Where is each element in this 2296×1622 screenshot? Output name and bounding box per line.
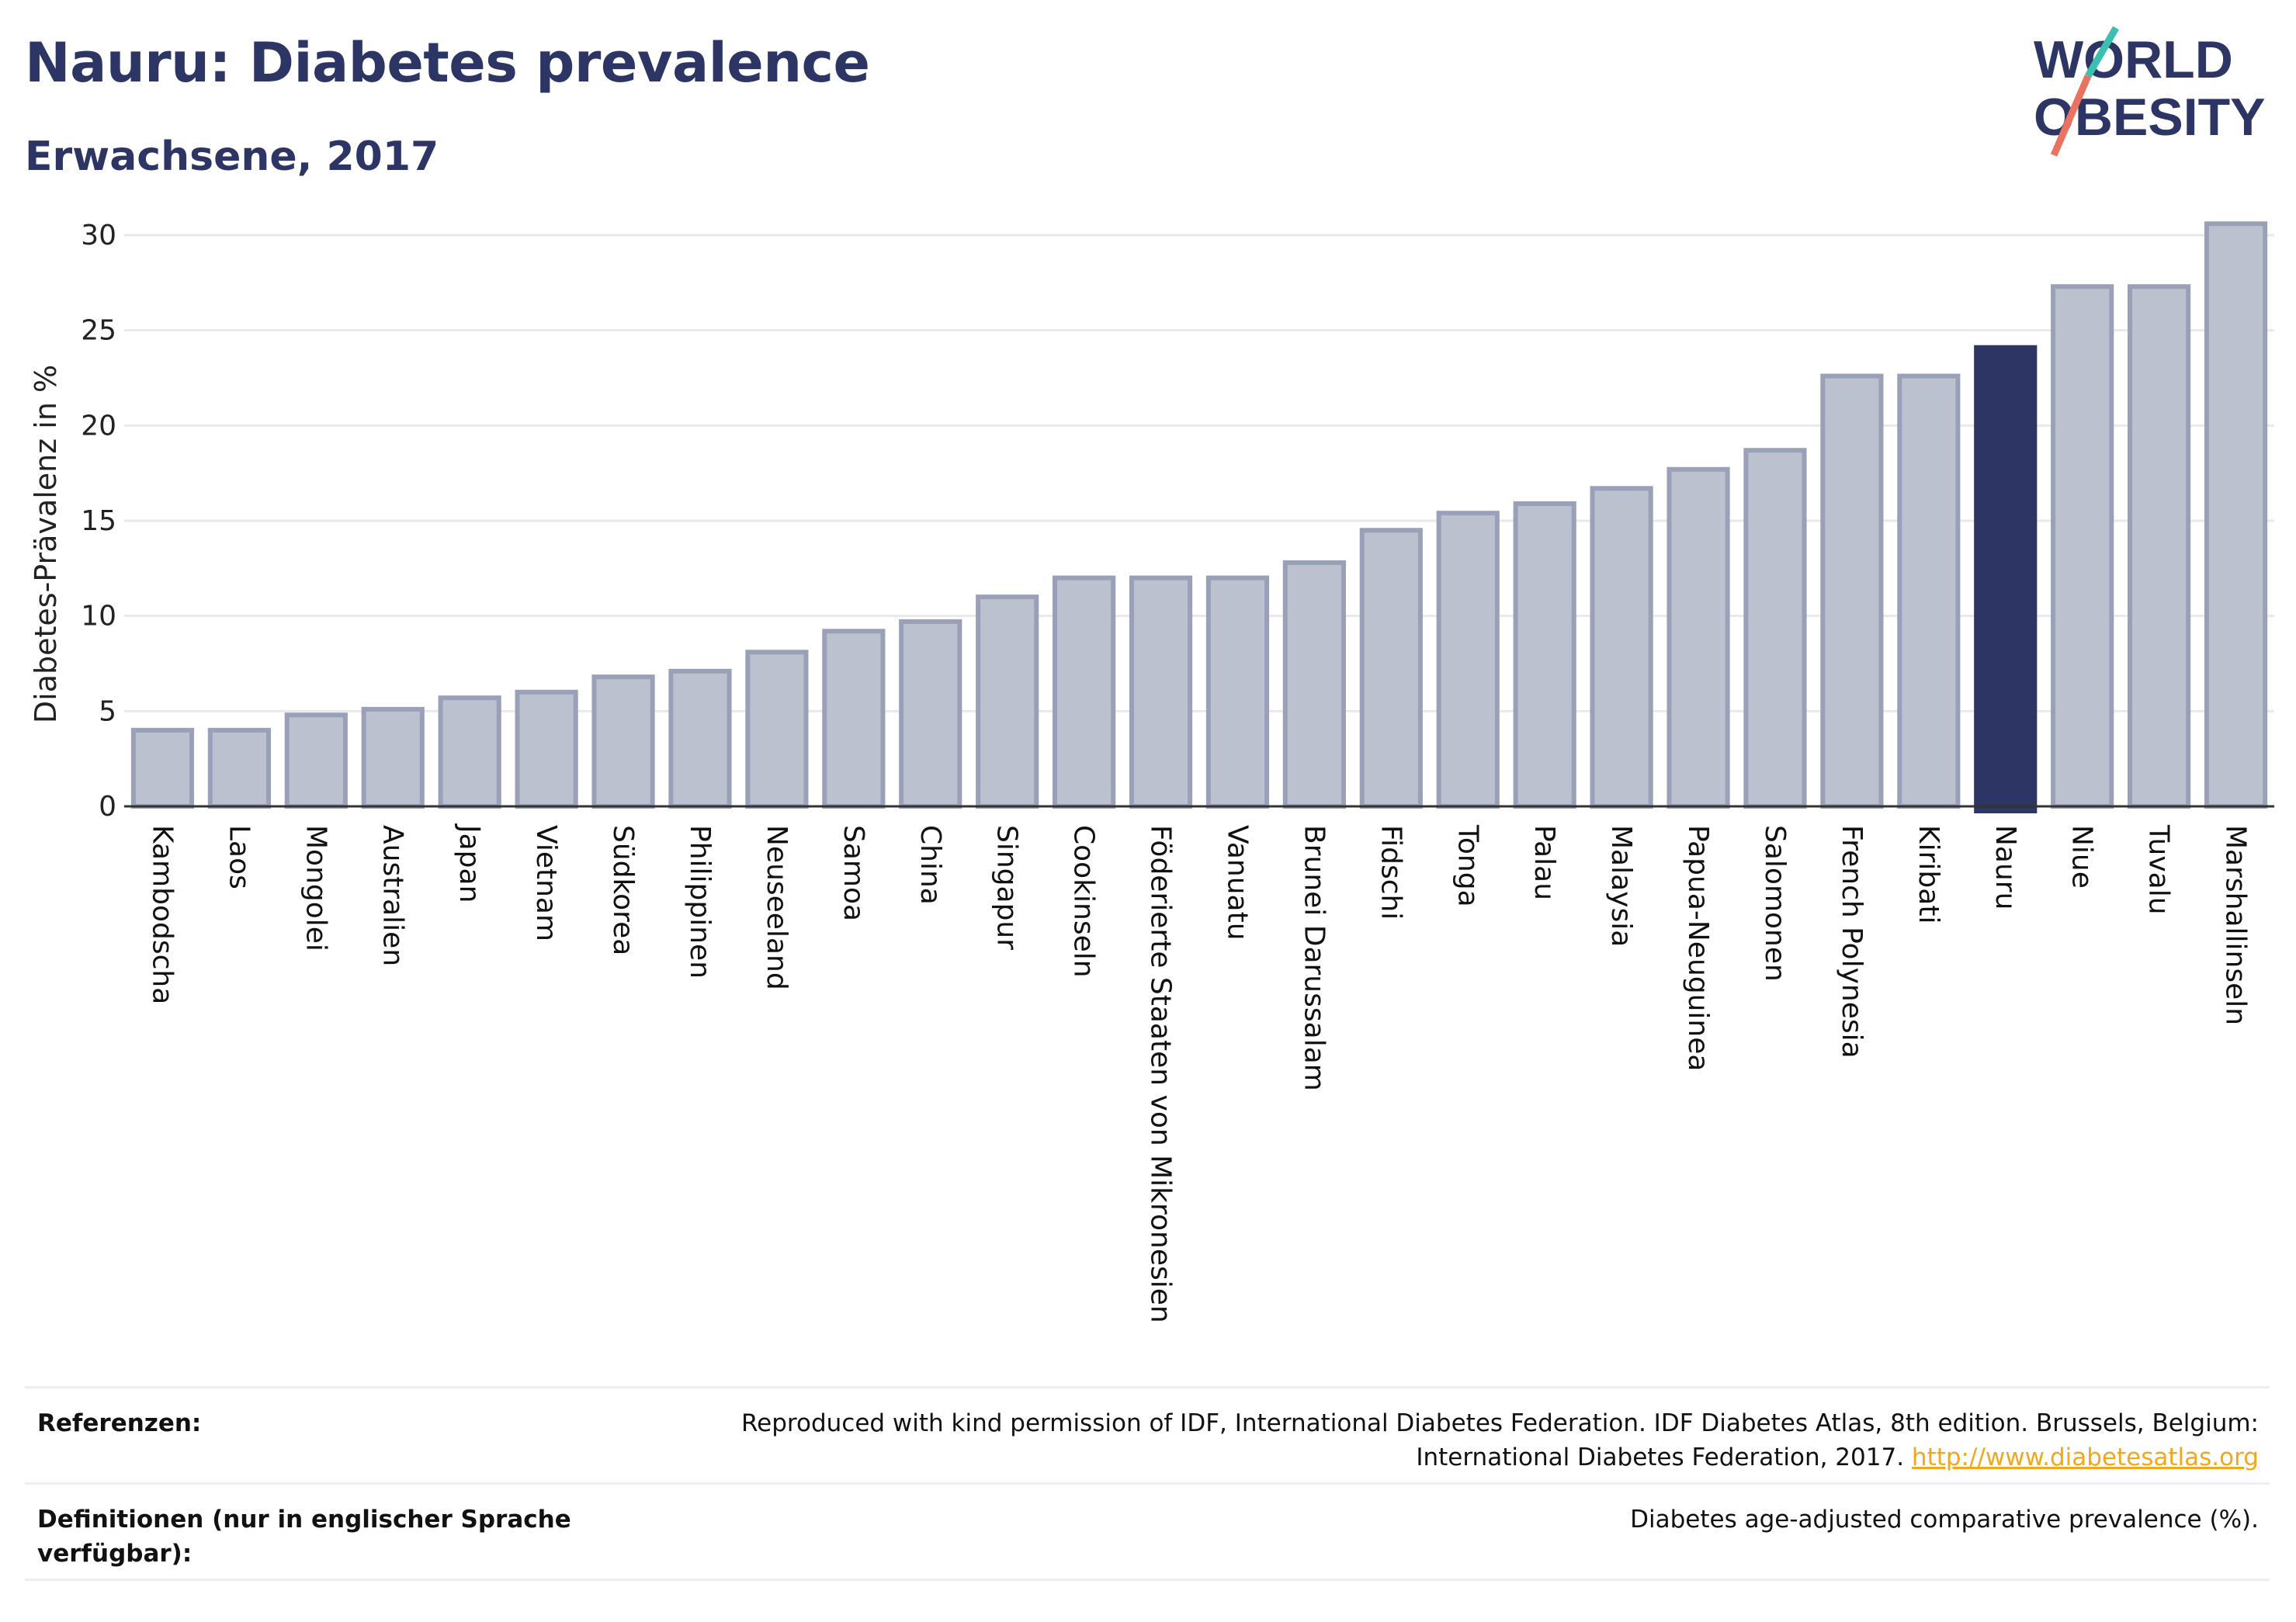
logo-slash-coral — [2050, 75, 2092, 157]
x-tick-label-20: Papua-Neuguinea — [1682, 825, 1714, 1071]
footer-divider-middle — [25, 1482, 2270, 1485]
footer-divider-top — [25, 1386, 2270, 1388]
logo-slash-teal — [2085, 26, 2119, 78]
x-tick-label-22: French Polynesia — [1836, 825, 1868, 1059]
y-tick-label-10: 10 — [81, 601, 116, 633]
x-tick-label-2: Mongolei — [300, 825, 331, 951]
x-tick-label-24: Nauru — [1989, 825, 2021, 910]
x-tick-label-1: Laos — [223, 825, 255, 889]
bar-9 — [822, 629, 886, 809]
bar-27 — [2204, 221, 2268, 809]
bar-23 — [1897, 373, 1961, 809]
references-line2-text: International Diabetes Federation, 2017. — [1416, 1444, 1905, 1471]
x-tick-label-13: Föderierte Staaten von Mikronesien — [1145, 825, 1177, 1323]
x-tick-label-9: Samoa — [838, 825, 869, 921]
bar-26 — [2128, 284, 2191, 809]
x-tick-label-3: Australien — [376, 825, 408, 966]
x-tick-label-5: Vietnam — [530, 825, 562, 941]
references-line2: International Diabetes Federation, 2017.… — [473, 1440, 2259, 1475]
x-tick-label-12: Cookinseln — [1068, 825, 1100, 978]
page-subtitle: Erwachsene, 2017 — [25, 133, 439, 180]
y-tick-label-20: 20 — [81, 410, 116, 442]
x-tick-label-19: Malaysia — [1605, 825, 1637, 947]
references-label: Referenzen: — [37, 1409, 202, 1437]
bar-chart: 0 5 10 15 20 25 30 Diabetes-Prävalenz in % Kambo… — [29, 220, 2274, 1323]
bar-13 — [1129, 575, 1193, 809]
bar-4 — [438, 695, 501, 809]
bar-1 — [207, 727, 271, 809]
bar-16 — [1359, 528, 1423, 809]
x-tick-label-11: Singapur — [991, 825, 1023, 950]
x-tick-label-18: Palau — [1528, 825, 1560, 900]
y-tick-label-5: 5 — [99, 695, 116, 727]
bar-14 — [1205, 575, 1270, 809]
x-tick-label-23: Kiribati — [1913, 825, 1944, 924]
bar-24 — [1974, 345, 2038, 814]
references-line1: Reproduced with kind permission of IDF, … — [741, 1409, 2259, 1437]
x-tick-label-21: Salomonen — [1759, 825, 1791, 982]
x-tick-label-4: Japan — [453, 823, 485, 903]
y-tick-label-0: 0 — [99, 791, 116, 823]
world-obesity-logo: WORLD OBESITY — [2034, 26, 2266, 157]
bar-5 — [515, 689, 578, 809]
definitions-label: Definitionen (nur in englischer Sprache … — [37, 1502, 571, 1571]
definitions-text: Diabetes age-adjusted comparative preval… — [1630, 1506, 2259, 1534]
x-tick-label-15: Brunei Darussalam — [1298, 825, 1330, 1091]
x-tick-label-27: Marshallinseln — [2220, 825, 2252, 1025]
bar-6 — [591, 674, 655, 809]
footer-divider-bottom — [25, 1579, 2270, 1581]
x-tick-label-14: Vanuatu — [1221, 825, 1253, 941]
x-tick-label-10: China — [914, 825, 946, 905]
logo-line1: WORLD — [2034, 30, 2233, 89]
y-tick-label-15: 15 — [81, 505, 116, 537]
bar-22 — [1820, 373, 1884, 809]
references-link[interactable]: http://www.diabetesatlas.org — [1911, 1444, 2259, 1471]
x-tick-label-0: Kambodscha — [146, 825, 178, 1004]
bar-15 — [1282, 560, 1346, 809]
bar-2 — [284, 712, 348, 809]
references-text: Reproduced with kind permission of IDF, … — [473, 1406, 2259, 1475]
x-tick-label-25: Niue — [2066, 825, 2098, 889]
y-tick-label-25: 25 — [81, 315, 116, 347]
y-tick-label-30: 30 — [81, 220, 116, 251]
bar-21 — [1743, 448, 1807, 809]
bar-12 — [1053, 575, 1116, 809]
bar-3 — [361, 706, 425, 809]
bar-18 — [1513, 501, 1576, 809]
bar-25 — [2051, 284, 2114, 809]
bar-0 — [130, 727, 195, 809]
bar-7 — [668, 668, 732, 809]
x-tick-label-17: Tonga — [1451, 824, 1483, 907]
bar-10 — [899, 619, 962, 809]
bar-8 — [745, 650, 809, 809]
x-tick-label-7: Philippinen — [684, 825, 716, 979]
x-tick-label-16: Fidschi — [1375, 825, 1406, 920]
bar-19 — [1590, 486, 1653, 809]
bar-17 — [1436, 511, 1500, 809]
bar-11 — [976, 594, 1039, 809]
definitions-label-line1: Definitionen (nur in englischer Sprache — [37, 1506, 571, 1534]
x-tick-label-6: Südkorea — [607, 825, 639, 955]
definitions-label-line2: verfügbar): — [37, 1540, 192, 1568]
x-tick-label-26: Tuvalu — [2143, 824, 2175, 915]
bar-20 — [1667, 466, 1730, 809]
page-title: Nauru: Diabetes prevalence — [25, 31, 870, 95]
x-tick-label-8: Neuseeland — [761, 825, 793, 990]
y-axis-label: Diabetes-Prävalenz in % — [29, 365, 63, 723]
